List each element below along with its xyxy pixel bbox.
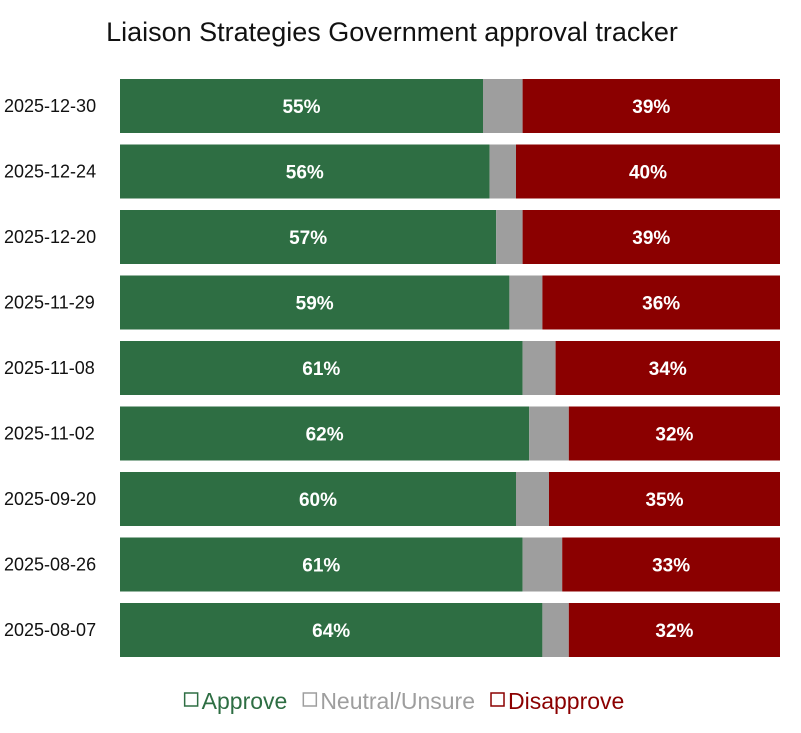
category-label: 2025-12-30: [4, 96, 96, 116]
bar-label-disapprove: 35%: [645, 490, 683, 511]
legend-label-disapprove: Disapprove: [508, 688, 624, 714]
category-label: 2025-11-29: [4, 293, 95, 313]
bar-label-disapprove: 40%: [629, 163, 667, 184]
category-labels: 2025-12-30 2025-12-24 2025-12-20 2025-11-29…: [4, 96, 96, 640]
bar-approve: [120, 603, 543, 657]
chart-title: Liaison Strategies Government approval t…: [106, 17, 678, 47]
bar-label-disapprove: 36%: [642, 294, 680, 315]
legend-swatch-approve: [183, 692, 199, 707]
bar-neutral-unsure: [509, 275, 543, 330]
bar-disapprove: [516, 144, 780, 199]
bar-disapprove: [522, 210, 780, 264]
bar-neutral-unsure: [542, 603, 569, 657]
bar-approve: [120, 275, 510, 330]
bar-neutral-unsure: [516, 472, 549, 526]
bars-group: 55% 39% 56% 40% 57% 39% 59% 36% 61% 34% 62% 32% 60% 3…: [120, 79, 780, 657]
bar-neutral-unsure: [522, 537, 563, 592]
bar-label-approve: 55%: [282, 97, 320, 118]
bar-label-approve: 62%: [306, 425, 344, 446]
bar-neutral-unsure: [522, 341, 556, 395]
legend-label-approve: Approve: [202, 688, 288, 714]
legend-swatch-disapprove: [490, 692, 505, 707]
bar-label-approve: 59%: [296, 294, 334, 315]
bar-label-disapprove: 39%: [632, 97, 670, 118]
bar-disapprove: [555, 341, 780, 395]
bar-label-approve: 61%: [302, 359, 340, 380]
category-label: 2025-11-08: [4, 358, 95, 378]
bar-approve: [120, 472, 516, 526]
category-label: 2025-08-26: [4, 555, 96, 575]
bar-neutral-unsure: [529, 406, 569, 461]
bar-label-disapprove: 32%: [655, 425, 693, 446]
bar-neutral-unsure: [483, 79, 523, 133]
bar-approve: [120, 406, 530, 461]
bar-label-approve: 57%: [289, 228, 327, 249]
bar-label-disapprove: 32%: [655, 621, 693, 642]
bar-label-disapprove: 34%: [649, 359, 687, 380]
bar-disapprove: [562, 537, 780, 592]
bar-approve: [120, 537, 523, 592]
category-label: 2025-08-07: [4, 620, 96, 640]
category-label: 2025-12-20: [4, 227, 96, 247]
category-label: 2025-09-20: [4, 489, 96, 509]
legend-swatch-neutral-unsure: [302, 692, 318, 707]
bar-label-approve: 60%: [299, 490, 337, 511]
bar-approve: [120, 79, 483, 133]
bar-disapprove: [542, 275, 780, 330]
bar-disapprove: [522, 79, 780, 133]
bar-label-approve: 64%: [312, 621, 350, 642]
bar-neutral-unsure: [496, 210, 523, 264]
bar-neutral-unsure: [489, 144, 516, 199]
bar-label-approve: 61%: [302, 556, 340, 577]
bar-disapprove: [568, 406, 780, 461]
bar-label-approve: 56%: [286, 163, 324, 184]
bar-disapprove: [568, 603, 780, 657]
category-label: 2025-12-24: [4, 162, 96, 182]
bar-label-disapprove: 33%: [652, 556, 690, 577]
bar-approve: [120, 210, 497, 264]
category-label: 2025-11-02: [4, 424, 95, 444]
legend: Approve Neutral/Unsure Disapprove: [183, 688, 624, 714]
bar-approve: [120, 144, 490, 199]
legend-label-neutral-unsure: Neutral/Unsure: [320, 688, 475, 714]
bar-label-disapprove: 39%: [632, 228, 670, 249]
bar-approve: [120, 341, 523, 395]
bar-disapprove: [549, 472, 780, 526]
